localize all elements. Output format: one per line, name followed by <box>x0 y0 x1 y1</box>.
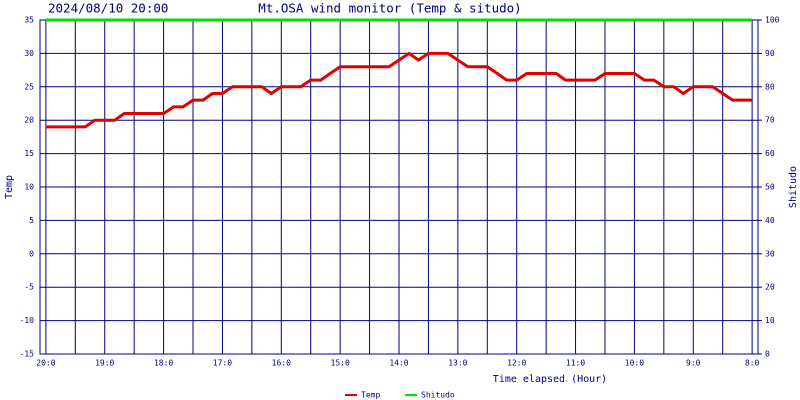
chart-subtitle: 2024/08/10 20:00 <box>48 1 168 16</box>
x-axis-label: Time elapsed (Hour) <box>493 374 607 385</box>
x-tick-label: 20:0 <box>36 359 55 368</box>
y2-tick-label: 10 <box>765 316 775 325</box>
x-tick-label: 8:0 <box>745 359 760 368</box>
y2-tick-label: 30 <box>765 249 775 258</box>
x-tick-label: 14:0 <box>389 359 408 368</box>
y-tick-label: 35 <box>24 16 34 25</box>
y-axis-label: Temp <box>4 175 15 199</box>
y2-tick-label: 80 <box>765 82 775 91</box>
y-tick-label: 30 <box>24 49 34 58</box>
y-tick-label: 0 <box>29 249 34 258</box>
y2-tick-label: 70 <box>765 116 775 125</box>
y2-tick-label: 90 <box>765 49 775 58</box>
y2-tick-label: 40 <box>765 216 775 225</box>
x-tick-label: 19:0 <box>95 359 114 368</box>
x-tick-label: 17:0 <box>213 359 232 368</box>
y-tick-label: 15 <box>24 149 34 158</box>
y-tick-label: -10 <box>20 316 35 325</box>
y2-tick-label: 60 <box>765 149 775 158</box>
y2-tick-label: 100 <box>765 16 780 25</box>
x-tick-label: 11:0 <box>566 359 585 368</box>
y2-tick-label: 50 <box>765 183 775 192</box>
y-tick-label: 20 <box>24 116 34 125</box>
y-tick-label: -5 <box>24 283 34 292</box>
x-tick-label: 15:0 <box>331 359 350 368</box>
data-line <box>45 51 753 129</box>
y2-axis-label: Shitudo <box>788 166 799 208</box>
x-tick-label: 13:0 <box>448 359 467 368</box>
y-tick-label: 5 <box>29 216 34 225</box>
x-tick-label: 9:0 <box>686 359 701 368</box>
y-tick-label: 10 <box>24 183 34 192</box>
legend-label: Temp <box>361 391 380 400</box>
legend-label: Shitudo <box>421 391 455 400</box>
x-tick-label: 16:0 <box>272 359 291 368</box>
y-tick-label: 25 <box>24 82 34 91</box>
x-tick-label: 10:0 <box>625 359 644 368</box>
x-tick-label: 12:0 <box>507 359 526 368</box>
chart-title: Mt.OSA wind monitor (Temp & situdo) <box>258 1 521 16</box>
x-tick-label: 18:0 <box>154 359 173 368</box>
y2-tick-label: 0 <box>765 350 770 359</box>
y2-tick-label: 20 <box>765 283 775 292</box>
y-tick-label: -15 <box>20 350 35 359</box>
